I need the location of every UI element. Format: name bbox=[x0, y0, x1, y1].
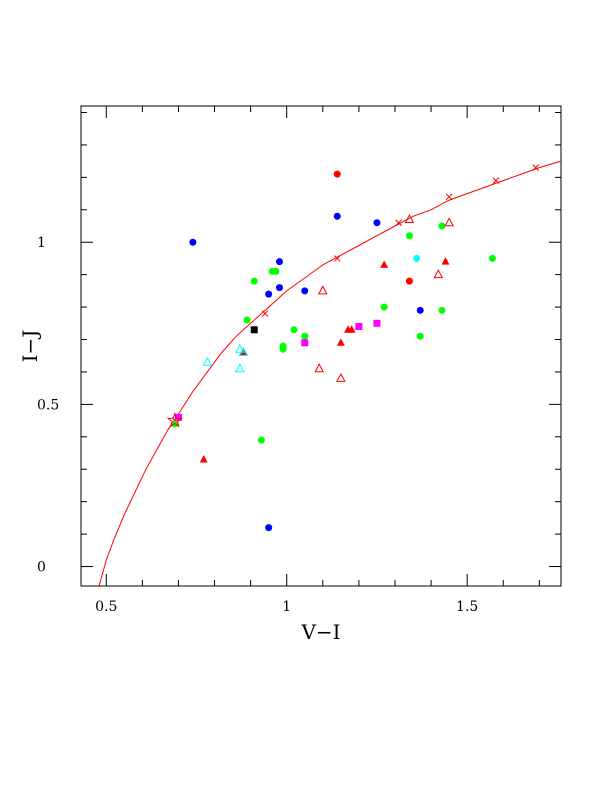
plot-frame bbox=[80, 105, 562, 587]
data-point-square bbox=[250, 326, 258, 334]
data-point-circle bbox=[275, 258, 283, 266]
y-tick-label: 0.5 bbox=[37, 397, 59, 413]
data-point-circle bbox=[438, 306, 446, 314]
data-point-circle bbox=[279, 345, 287, 353]
data-point-circle bbox=[257, 436, 265, 444]
data-point-triangle bbox=[199, 455, 208, 463]
data-point-circle bbox=[250, 277, 258, 285]
data-point-open-triangle bbox=[314, 363, 325, 373]
data-point-triangle bbox=[336, 338, 345, 346]
x-tick-label: 1 bbox=[282, 599, 291, 615]
data-point-open-triangle bbox=[444, 217, 454, 227]
data-point-triangle bbox=[344, 325, 353, 333]
data-point-circle bbox=[275, 284, 283, 292]
data-point-circle bbox=[301, 332, 309, 340]
curve-cross-marker bbox=[445, 193, 453, 201]
curve-cross-marker bbox=[532, 164, 540, 171]
data-point-circle bbox=[405, 277, 413, 285]
data-point-open-triangle bbox=[234, 363, 245, 373]
data-point-square bbox=[174, 413, 182, 421]
curve-cross-marker bbox=[395, 219, 402, 227]
data-point-circle bbox=[272, 267, 280, 275]
data-point-open-triangle bbox=[336, 372, 346, 382]
data-point-circle bbox=[488, 254, 496, 262]
data-point-circle bbox=[265, 290, 273, 298]
data-point-circle bbox=[416, 306, 424, 314]
data-point-circle bbox=[405, 232, 413, 240]
data-point-open-triangle bbox=[234, 343, 245, 353]
data-point-open-triangle bbox=[238, 346, 249, 356]
data-point-circle bbox=[301, 287, 309, 295]
data-point-open-triangle bbox=[202, 356, 213, 366]
data-point-circle bbox=[373, 219, 381, 227]
y-tick-label: 0 bbox=[37, 560, 46, 576]
data-point-circle bbox=[290, 326, 298, 334]
axes: 0.5 1 1.5 0 0.5 1 bbox=[37, 106, 561, 615]
curve-line bbox=[98, 160, 562, 587]
curve-cross-marker bbox=[261, 310, 269, 317]
data-point-open-star bbox=[166, 412, 183, 428]
model-curve bbox=[98, 160, 562, 587]
data-point-circle bbox=[333, 170, 341, 178]
x-tick-label: 0.5 bbox=[95, 599, 117, 615]
curve-cross-marker bbox=[333, 255, 341, 262]
data-point-circle bbox=[380, 303, 388, 311]
y-tick-label: 1 bbox=[37, 235, 46, 251]
data-point-square bbox=[301, 339, 309, 347]
data-point-circle bbox=[416, 332, 424, 340]
data-point-triangle bbox=[380, 260, 389, 268]
data-point-square bbox=[373, 319, 381, 327]
data-point-open-triangle bbox=[317, 285, 328, 295]
x-tick-label: 1.5 bbox=[456, 599, 478, 615]
data-point-circle bbox=[413, 254, 421, 262]
data-point-circle bbox=[265, 524, 273, 532]
data-point-circle bbox=[243, 316, 251, 324]
data-point-square bbox=[355, 323, 363, 331]
data-point-circle bbox=[333, 212, 341, 220]
x-axis-label: V−I bbox=[300, 620, 340, 644]
curve-cross-marker bbox=[492, 177, 500, 184]
data-point-circle bbox=[438, 222, 446, 230]
data-point-open-triangle bbox=[433, 269, 444, 279]
y-axis-label: I−J bbox=[18, 330, 42, 363]
data-point-triangle bbox=[441, 257, 450, 265]
data-point-circle bbox=[189, 238, 197, 246]
data-point-open-triangle bbox=[404, 213, 415, 224]
data-points bbox=[166, 170, 496, 532]
